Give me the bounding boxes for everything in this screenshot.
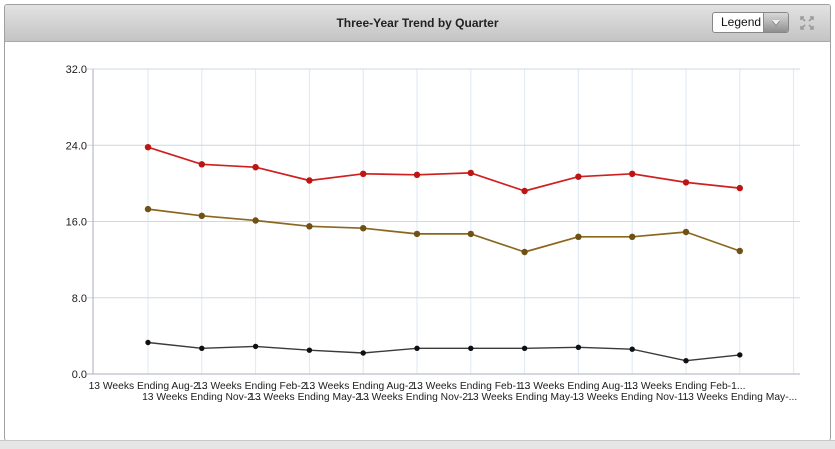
x-axis-label: 13 Weeks Ending May-... bbox=[682, 392, 797, 403]
red-series-line bbox=[147, 146, 740, 192]
black-series-point[interactable] bbox=[629, 346, 635, 352]
red-series-point[interactable] bbox=[521, 187, 528, 195]
brown-series-point[interactable] bbox=[360, 225, 367, 232]
x-axis-label: 13 Weeks Ending Feb-1... bbox=[627, 381, 746, 392]
black-series-point[interactable] bbox=[521, 345, 528, 351]
panel-title: Three-Year Trend by Quarter bbox=[336, 16, 499, 30]
red-series-point[interactable] bbox=[575, 173, 582, 180]
red-series-point[interactable] bbox=[629, 170, 636, 177]
page-background-strip bbox=[0, 440, 835, 449]
red-series-point[interactable] bbox=[360, 170, 367, 177]
black-series-point[interactable] bbox=[468, 345, 474, 351]
x-axis-label: 13 Weeks Ending May-... bbox=[467, 392, 582, 403]
x-axis-label: 13 Weeks Ending Feb-2... bbox=[196, 381, 315, 392]
brown-series-point[interactable] bbox=[736, 247, 743, 255]
black-series-point[interactable] bbox=[737, 352, 743, 358]
y-axis-label: 0.0 bbox=[72, 369, 87, 381]
brown-series-point[interactable] bbox=[144, 205, 152, 213]
brown-series-point[interactable] bbox=[198, 212, 205, 219]
chart-panel: Three-Year Trend by Quarter Legend 0.0 8.… bbox=[4, 4, 831, 441]
y-axis-label: 24.0 bbox=[66, 140, 87, 152]
x-axis-label: 13 Weeks Ending Nov-1... bbox=[572, 392, 691, 403]
legend-dropdown-arrow-button[interactable] bbox=[763, 13, 788, 32]
red-series-point[interactable] bbox=[413, 171, 421, 178]
maximize-button[interactable] bbox=[798, 15, 816, 31]
x-axis-label: 13 Weeks Ending Aug-2... bbox=[89, 381, 208, 392]
red-series-point[interactable] bbox=[144, 144, 152, 151]
brown-series-point[interactable] bbox=[629, 233, 636, 240]
black-series-point[interactable] bbox=[360, 350, 366, 356]
x-axis-label: 13 Weeks Ending Aug-2... bbox=[304, 381, 423, 392]
brown-series-point[interactable] bbox=[252, 217, 259, 224]
y-axis-label: 8.0 bbox=[72, 293, 87, 305]
brown-series-line bbox=[147, 208, 741, 253]
red-series-point[interactable] bbox=[467, 169, 474, 177]
brown-series-point[interactable] bbox=[467, 230, 474, 238]
legend-dropdown[interactable]: Legend bbox=[712, 12, 789, 33]
black-series-point[interactable] bbox=[575, 344, 582, 350]
red-series-point[interactable] bbox=[682, 179, 690, 186]
brown-series-point[interactable] bbox=[306, 223, 313, 230]
panel-header: Three-Year Trend by Quarter Legend bbox=[5, 5, 830, 42]
brown-series-point[interactable] bbox=[521, 248, 528, 256]
y-axis-label: 16.0 bbox=[66, 217, 87, 229]
trend-chart: 0.0 8.0 16.0 24.0 32.0 13 Weeks Ending Aug-2.… bbox=[66, 64, 800, 403]
x-axis-label: 13 Weeks Ending Feb-1... bbox=[411, 381, 530, 392]
maximize-icon bbox=[800, 16, 814, 30]
red-series-point[interactable] bbox=[306, 177, 313, 184]
x-axis-label: 13 Weeks Ending Aug-1... bbox=[519, 381, 638, 392]
brown-series-point[interactable] bbox=[575, 233, 582, 240]
x-axis-label: 13 Weeks Ending Nov-2... bbox=[357, 392, 476, 403]
chevron-down-icon bbox=[772, 20, 780, 25]
brown-series-point[interactable] bbox=[682, 228, 690, 236]
y-axis-label: 32.0 bbox=[66, 64, 87, 76]
legend-dropdown-value: Legend bbox=[721, 15, 762, 29]
red-series-point[interactable] bbox=[252, 164, 259, 171]
x-axis-label: 13 Weeks Ending May-2... bbox=[249, 392, 370, 403]
black-series-point[interactable] bbox=[199, 345, 205, 351]
black-series-point[interactable] bbox=[414, 345, 420, 351]
black-series-point[interactable] bbox=[306, 347, 313, 353]
red-series-point[interactable] bbox=[736, 184, 743, 192]
black-series-point[interactable] bbox=[145, 339, 151, 346]
x-axis-label: 13 Weeks Ending Nov-2... bbox=[142, 392, 261, 403]
black-series-point[interactable] bbox=[252, 343, 259, 350]
chart-body: 0.0 8.0 16.0 24.0 32.0 13 Weeks Ending Aug-2.… bbox=[5, 42, 830, 440]
brown-series-point[interactable] bbox=[413, 230, 421, 238]
red-series-point[interactable] bbox=[198, 161, 205, 168]
black-series-line bbox=[147, 341, 740, 362]
black-series-point[interactable] bbox=[683, 358, 689, 364]
